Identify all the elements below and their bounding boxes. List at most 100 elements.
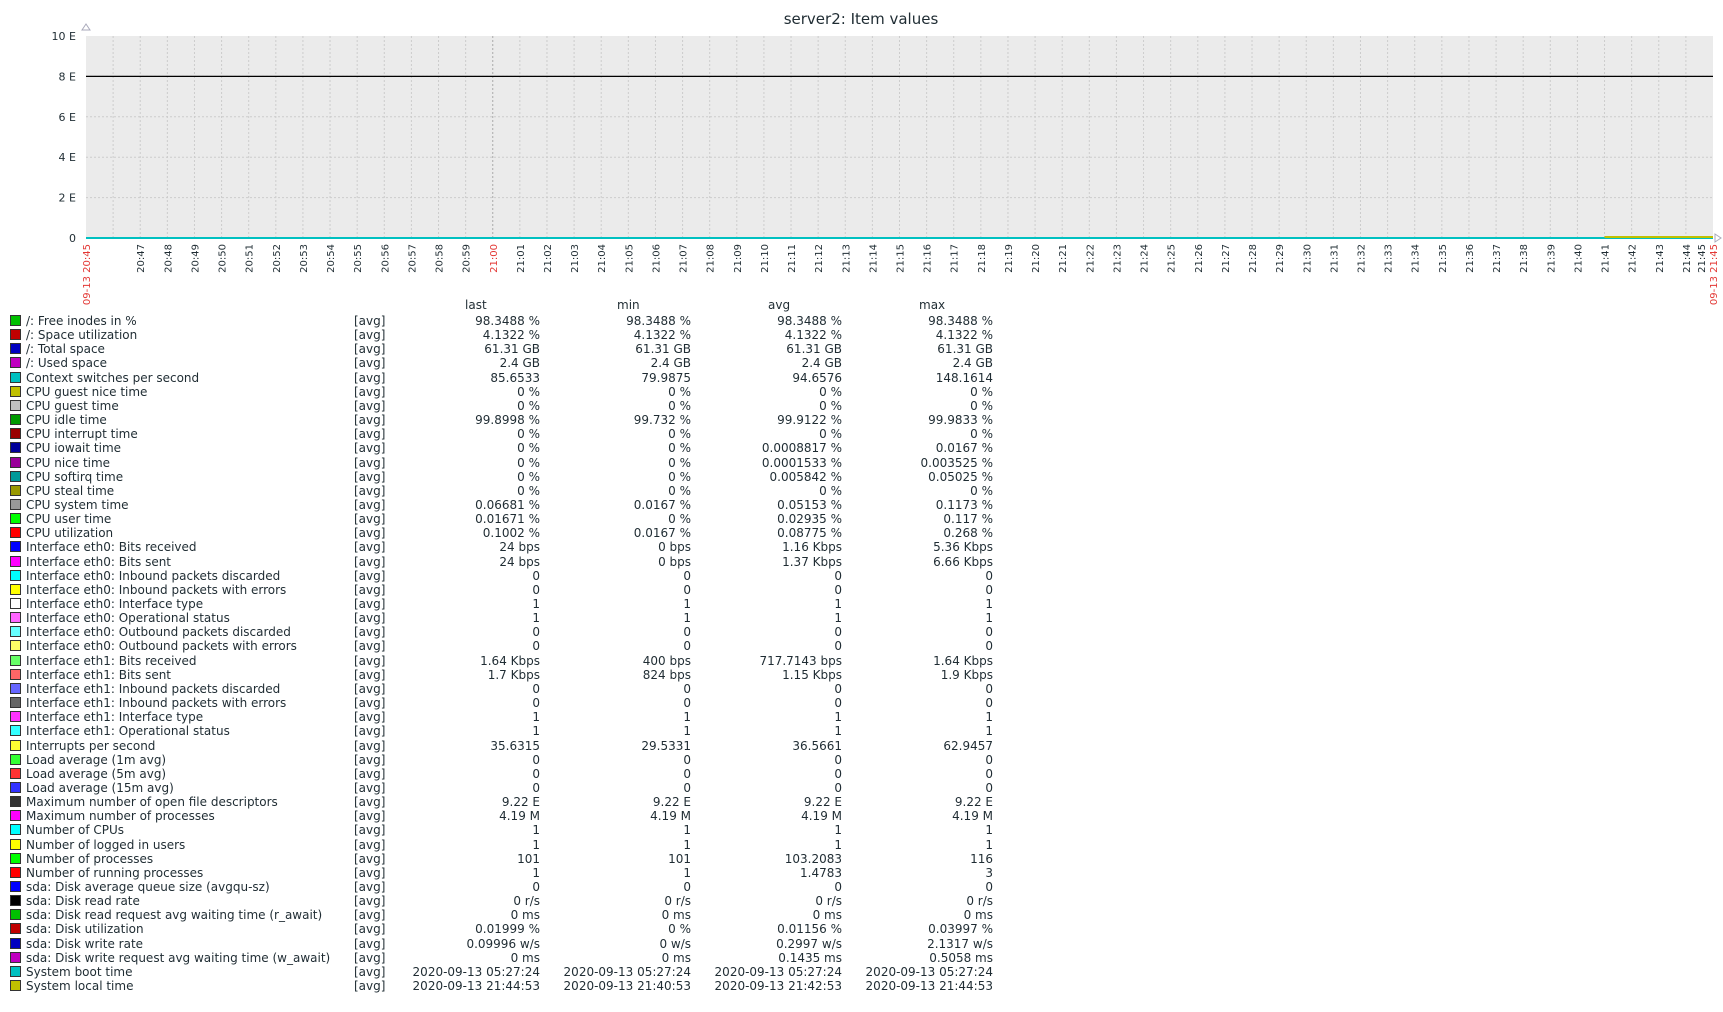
x-tick-label: 20:52 [272, 244, 283, 273]
legend-value-max: 0 [985, 780, 993, 795]
legend-value-avg: 0 [834, 681, 842, 696]
legend-item-function: [avg] [354, 752, 386, 767]
legend-item-name: Interface eth1: Interface type [26, 710, 204, 725]
x-tick-label: 20:51 [245, 244, 256, 273]
legend-row: CPU nice time [avg] 0 % 0 % 0.0001533 % 0.003… [0, 456, 1000, 470]
legend-value-max: 0 [985, 696, 993, 711]
legend-row: /: Total space [avg] 61.31 GB 61.31 GB 61.31… [0, 342, 1000, 356]
legend-value-min: 0 [683, 681, 691, 696]
legend-value-avg: 0 [834, 639, 842, 654]
legend-swatch [10, 470, 21, 482]
legend-value-avg: 0.02935 % [777, 512, 842, 527]
legend-value-max: 0.003525 % [920, 455, 993, 470]
legend-value-avg: 0.1435 ms [778, 950, 842, 965]
legend-value-max: 2020-09-13 21:44:53 [865, 979, 993, 994]
legend-value-max: 9.22 E [954, 795, 993, 810]
legend-row: Interface eth0: Bits received [avg] 24 bps… [0, 540, 1000, 554]
legend-item-function: [avg] [354, 398, 386, 413]
legend-value-avg: 1 [834, 611, 842, 626]
x-tick-label: 21:03 [570, 244, 581, 273]
x-tick-label: 20:56 [380, 244, 391, 273]
legend-swatch [10, 513, 21, 525]
legend-value-last: 0 % [517, 483, 540, 498]
legend-row: Interface eth0: Inbound packets with err… [0, 583, 1000, 597]
legend-swatch [10, 923, 21, 935]
legend-item-function: [avg] [354, 738, 386, 753]
legend-row: CPU steal time [avg] 0 % 0 % 0 % 0 % [0, 484, 1000, 498]
legend-swatch [10, 951, 21, 963]
legend-item-name: System local time [26, 979, 134, 994]
legend-value-avg: 103.2083 [784, 851, 842, 866]
legend-value-avg: 98.3488 % [777, 314, 842, 328]
legend-row: CPU user time [avg] 0.01671 % 0 % 0.02935 % 0… [0, 512, 1000, 526]
x-tick-label: 20:54 [326, 244, 337, 273]
x-tick-label: 21:08 [706, 244, 717, 273]
legend-item-name: Interface eth1: Operational status [26, 724, 230, 739]
x-tick-label: 20:49 [190, 244, 201, 273]
legend-item-function: [avg] [354, 526, 386, 541]
legend-value-min: 61.31 GB [635, 342, 691, 357]
legend-item-name: Maximum number of processes [26, 809, 215, 824]
legend-row: CPU interrupt time [avg] 0 % 0 % 0 % 0 % [0, 427, 1000, 441]
legend-item-name: CPU utilization [26, 526, 114, 541]
legend-row: CPU system time [avg] 0.06681 % 0.0167 % 0.0… [0, 498, 1000, 512]
legend-swatch [10, 527, 21, 539]
legend-value-avg: 0.0008817 % [761, 441, 842, 456]
legend-swatch [10, 866, 21, 878]
legend-row: sda: Disk utilization [avg] 0.01999 % 0 % 0.… [0, 922, 1000, 936]
legend-item-function: [avg] [354, 964, 386, 979]
legend-value-last: 0 ms [510, 950, 540, 965]
legend-value-avg: 0 r/s [815, 894, 842, 909]
legend-item-name: CPU nice time [26, 455, 111, 470]
x-tick-label: 21:15 [896, 244, 907, 273]
legend-row: /: Space utilization [avg] 4.1322 % 4.1322 … [0, 328, 1000, 342]
legend-value-min: 2.4 GB [650, 356, 691, 371]
x-tick-label: 21:04 [597, 244, 608, 273]
legend-item-function: [avg] [354, 512, 386, 527]
x-tick-label: 21:09 [733, 244, 744, 273]
legend-value-avg: 0 [834, 880, 842, 894]
legend-item-name: CPU guest time [26, 398, 119, 413]
legend-header-avg: avg [768, 298, 791, 312]
legend-item-name: System boot time [26, 964, 133, 979]
legend-value-min: 400 bps [642, 653, 691, 668]
legend-value-max: 1 [985, 611, 993, 626]
legend-item-name: Interrupts per second [26, 738, 156, 753]
legend-value-last: 24 bps [499, 554, 540, 569]
legend-item-function: [avg] [354, 625, 386, 640]
legend-value-min: 0 % [668, 427, 691, 442]
legend-value-last: 0 [532, 880, 540, 894]
legend-row: Load average (1m avg) [avg] 0 0 0 0 [0, 753, 1000, 767]
legend-value-max: 2.1317 w/s [927, 936, 993, 951]
legend-value-last: 0 % [517, 455, 540, 470]
legend-item-name: CPU user time [26, 512, 112, 527]
legend-value-last: 0 ms [510, 908, 540, 923]
x-tick-label: 21:34 [1411, 244, 1422, 273]
legend-item-name: Load average (15m avg) [26, 780, 174, 795]
legend-row: sda: Disk write request avg waiting time… [0, 951, 1000, 965]
legend-value-min: 1 [683, 837, 691, 852]
legend-value-max: 62.9457 [943, 738, 993, 753]
x-tick-label: 20:53 [299, 244, 310, 273]
legend-value-min: 0 % [668, 441, 691, 456]
x-tick-label: 21:26 [1194, 244, 1205, 273]
x-tick-label: 21:25 [1167, 244, 1178, 273]
legend-swatch [10, 456, 21, 468]
legend-value-avg: 4.1322 % [784, 328, 842, 343]
legend-value-min: 0 ms [661, 950, 691, 965]
legend-value-min: 79.9875 [641, 370, 691, 385]
legend-item-function: [avg] [354, 611, 386, 626]
x-tick-label: 21:18 [977, 244, 988, 273]
legend-value-last: 2020-09-13 21:44:53 [412, 979, 540, 994]
chart-title: server2: Item values [784, 10, 939, 28]
legend-row: System boot time [avg] 2020-09-13 05:27:24… [0, 965, 1000, 979]
x-tick-label: 21:24 [1140, 244, 1151, 273]
legend-item-name: /: Space utilization [26, 328, 138, 343]
legend-value-min: 2020-09-13 05:27:24 [563, 964, 691, 979]
legend-value-avg: 4.19 M [801, 809, 842, 824]
legend-value-max: 1.9 Kbps [940, 667, 993, 682]
x-tick-label: 21:36 [1465, 244, 1476, 273]
legend-swatch [10, 583, 21, 595]
legend-item-function: [avg] [354, 540, 386, 555]
legend-value-max: 6.66 Kbps [933, 554, 993, 569]
